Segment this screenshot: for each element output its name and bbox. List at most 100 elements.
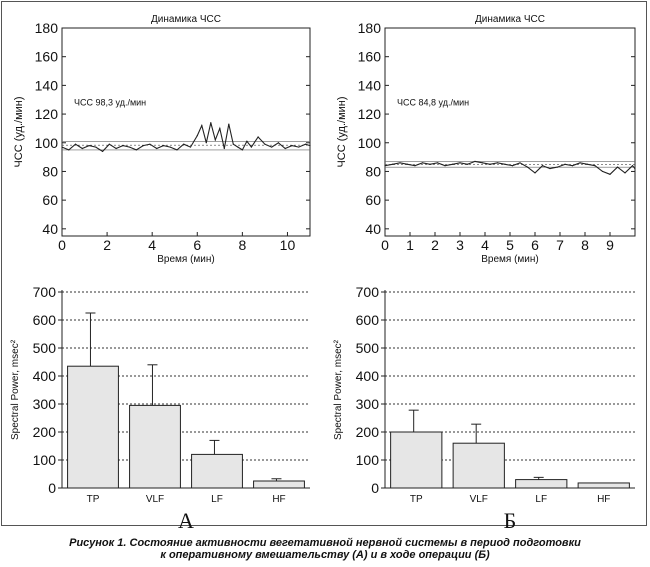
panel-b-spectral-category-label-tp: TP <box>410 494 423 505</box>
panel-b-spectral-ytick-label: 700 <box>356 284 380 300</box>
panel-b-hr-hr-point <box>594 165 596 167</box>
panel-b-hr-hr-point <box>414 165 416 167</box>
panel-a-hr-hr-point <box>246 140 248 142</box>
panel-a-hr-ytick-label: 120 <box>35 106 59 122</box>
panel-b-hr-hr-point <box>586 163 589 165</box>
panel-a-hr-hr-point <box>68 149 70 151</box>
panel-b-hr-y-axis-label: ЧСС (уд./мин) <box>336 96 348 167</box>
panel-a-hr-hr-point <box>156 147 158 150</box>
panel-b-spectral-panel-letter: Б <box>504 508 517 530</box>
panel-a-hr-hr-point <box>291 145 293 147</box>
panel-a-spectral-category-label-vlf: VLF <box>146 494 164 505</box>
panel-b-hr-xtick-label: 4 <box>481 237 489 253</box>
panel-a-hr-xtick-label: 2 <box>103 237 111 253</box>
panel-a-hr-ytick-label: 180 <box>35 20 59 36</box>
panel-b-spectral-ytick-label: 300 <box>356 396 380 412</box>
panel-a-spectral-bar-hf <box>253 480 305 489</box>
panel-b-hr-hr-point <box>466 163 469 165</box>
panel-a-spectral-bar-lf <box>191 453 243 489</box>
panel-a-hr-hr-point <box>88 145 90 147</box>
panel-a-hr-hr-point <box>201 124 203 127</box>
panel-a-spectral-ytick-label: 0 <box>48 480 56 496</box>
panel-a-hr-hr-point <box>74 143 77 145</box>
panel-a-hr-hr-point <box>250 146 252 148</box>
panel-b-spectral-ytick-label: 200 <box>356 424 380 440</box>
panel-b-hr-hr-point <box>451 163 454 165</box>
panel-b-spectral-ytick-label: 0 <box>371 480 379 496</box>
panel-b-hr-hr-point <box>391 163 394 165</box>
panel-a-hr-hr-point <box>61 146 63 148</box>
panel-b-hr-xtick-label: 5 <box>506 237 514 253</box>
panel-b-spectral-bar-vlf <box>452 442 505 489</box>
panel-b-hr-hr-point <box>609 173 611 175</box>
panel-b-spectral-category-label-vlf: VLF <box>470 494 488 505</box>
panel-b-spectral-category-label-lf: LF <box>535 494 547 505</box>
panel-b-hr-ytick-label: 160 <box>358 49 382 65</box>
panel-b-hr-hr-point <box>556 166 559 168</box>
panel-b-hr-hr-point <box>429 163 431 165</box>
panel-b-hr-hr-point <box>406 163 409 165</box>
panel-a-spectral-ytick-label: 600 <box>33 312 57 328</box>
panel-a-hr-hr-point <box>264 143 266 145</box>
panel-b-hr-hr-point <box>444 165 446 167</box>
panel-b-spectral-y-axis-label: Spectral Power, msec² <box>333 339 344 440</box>
panel-b-spectral-ytick-label: 500 <box>356 340 380 356</box>
panel-a-hr-hr-point <box>277 142 280 144</box>
panel-a-hr-hr-point <box>241 149 243 151</box>
panel-a-hr-hr-point <box>169 146 171 148</box>
panel-b-hr-hr-point <box>489 163 491 165</box>
panel-b-hr-hr-point <box>511 165 514 167</box>
panel-b-hr-hr-point <box>436 162 439 164</box>
panel-b-hr-hr-point <box>474 160 476 163</box>
panel-a-hr-hr-point <box>176 149 178 151</box>
panel-a-spectral-bar-vlf <box>129 404 181 489</box>
panel-a-hr-mean-annotation: ЧСС 98,3 уд./мин <box>74 97 146 107</box>
panel-a-hr-hr-point <box>309 145 311 147</box>
panel-a-hr-hr-point <box>101 150 104 152</box>
panel-b-hr-x-axis-label: Время (мин) <box>481 254 539 265</box>
panel-a-hr-hr-point <box>122 145 124 147</box>
panel-a-hr-hr-point <box>149 143 151 145</box>
panel-b-hr-hr-point <box>601 170 604 173</box>
panel-a-spectral-ytick-label: 100 <box>33 452 57 468</box>
panel-b-hr-xtick-label: 8 <box>581 237 589 253</box>
panel-b-hr-ytick-label: 80 <box>365 163 381 179</box>
panel-a-hr-hr-point <box>237 146 239 148</box>
panel-a-spectral-category-label-tp: TP <box>87 494 100 505</box>
panel-a-hr-hr-point <box>304 143 307 145</box>
panel-a-hr-xtick-label: 4 <box>148 237 156 253</box>
panel-b-spectral-ytick-label: 600 <box>356 312 380 328</box>
panel-a-hr-plot-frame <box>61 27 311 237</box>
panel-a-hr-y-axis-label: ЧСС (уд./мин) <box>13 96 25 167</box>
panel-b-hr-xtick-label: 1 <box>406 237 414 253</box>
panel-b-hr-xtick-label: 7 <box>556 237 564 253</box>
panel-a-hr-xtick-label: 10 <box>280 237 296 253</box>
panel-a-hr-hr-point <box>271 146 273 148</box>
panel-b-spectral-ytick-label: 400 <box>356 368 380 384</box>
panel-b-hr-ytick-label: 40 <box>365 221 381 237</box>
panel-b-hr-hr-point <box>526 166 529 168</box>
panel-a-hr-hr-point <box>135 149 137 151</box>
panel-b-hr-xtick-label: 3 <box>456 237 464 253</box>
panel-b-hr-ytick-label: 60 <box>365 192 381 208</box>
panel-a-hr-hr-point <box>189 146 192 148</box>
panel-b-hr-hr-point <box>634 167 636 170</box>
panel-b-hr-hr-point <box>519 162 521 164</box>
panel-a-hr-ytick-label: 100 <box>35 135 59 151</box>
panel-a-hr-ytick-label: 40 <box>42 221 58 237</box>
panel-a-spectral-bar-tp <box>67 365 119 489</box>
panel-a-spectral-category-label-lf: LF <box>211 494 223 505</box>
panel-b-hr-xtick-label: 6 <box>531 237 539 253</box>
panel-a-hr-hr-point <box>210 122 212 124</box>
panel-a-hr-hr-point <box>142 145 144 147</box>
panel-a-spectral-category-label-hf: HF <box>272 494 285 505</box>
panel-a-hr-hr-series-line <box>61 122 311 153</box>
panel-b-hr-plot-frame <box>384 27 636 237</box>
panel-a-spectral-y-axis-label: Spectral Power, msec² <box>10 339 21 440</box>
panel-a-hr-ytick-label: 160 <box>35 49 59 65</box>
panel-a-hr-hr-point <box>95 146 97 148</box>
panel-b-hr-mean-annotation: ЧСС 84,8 уд./мин <box>397 97 469 107</box>
panel-a-hr-x-axis-label: Время (мин) <box>157 254 215 265</box>
panel-a-spectral-ytick-label: 200 <box>33 424 57 440</box>
